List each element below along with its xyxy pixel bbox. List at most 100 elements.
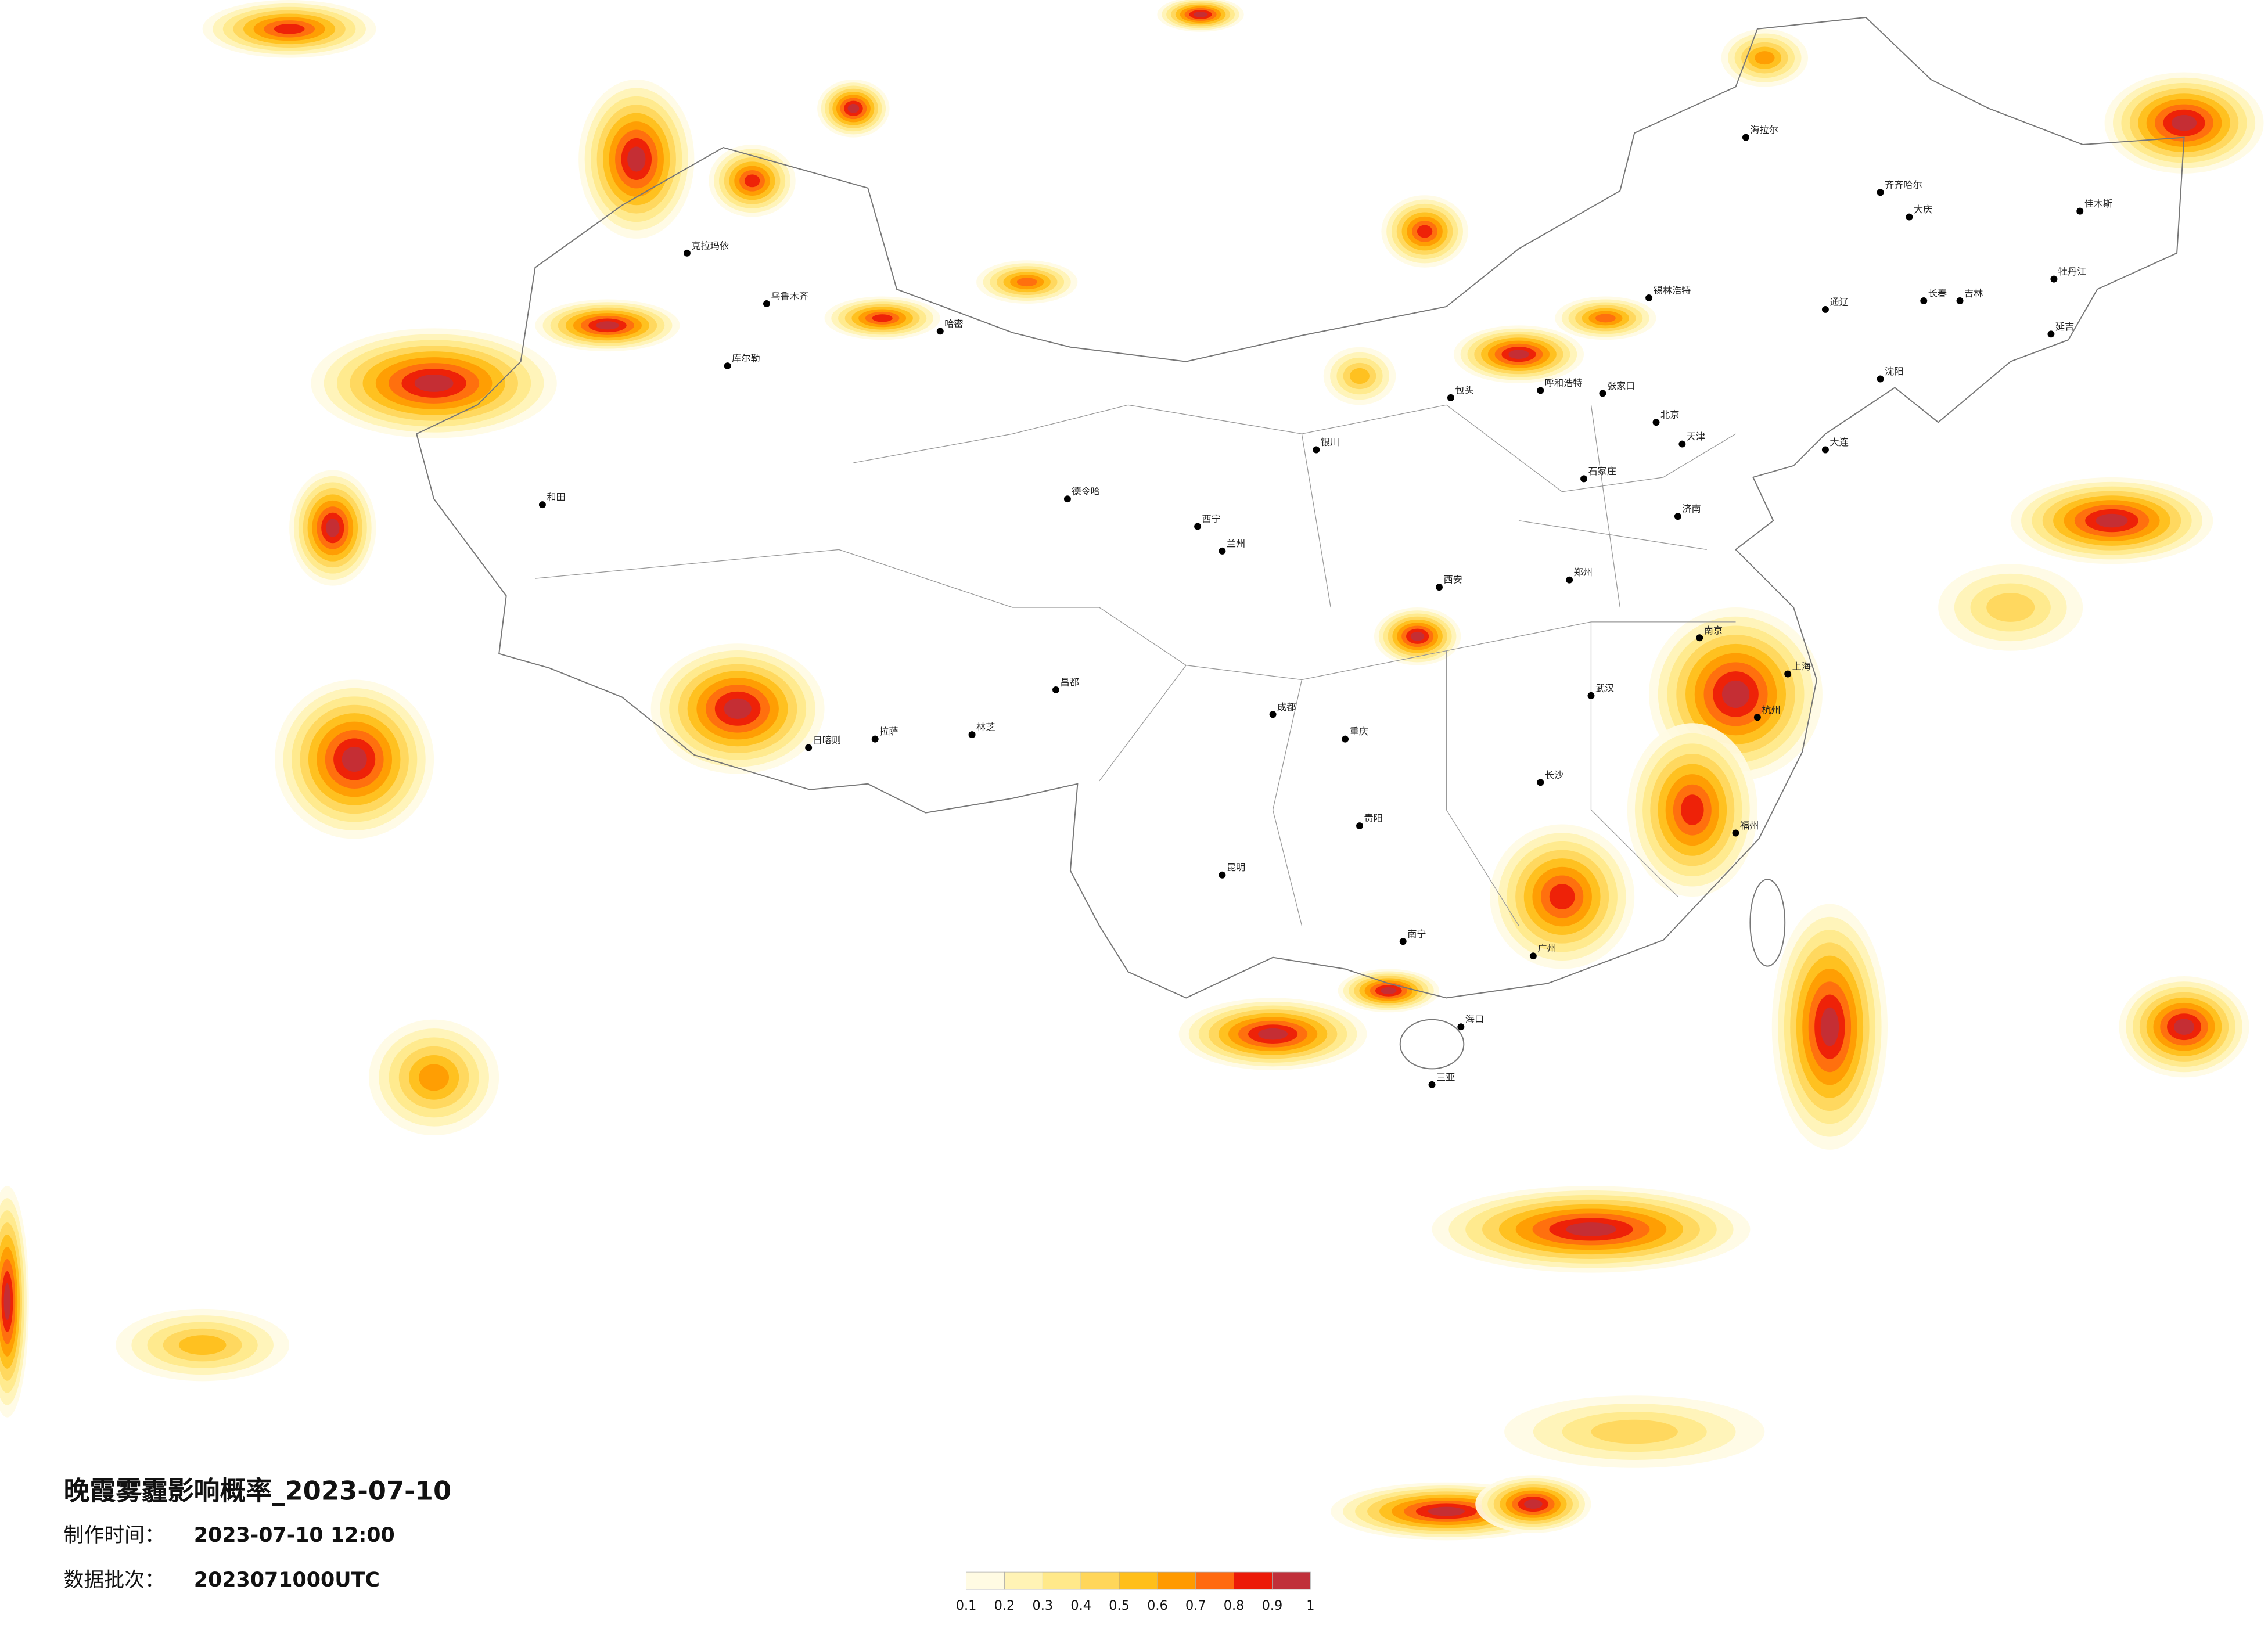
city-dot [1219,547,1226,555]
city-dot [1877,375,1884,383]
city-label: 银川 [1321,437,1339,448]
city-dot [1906,213,1913,221]
colorbar-tick-label: 0.9 [1262,1598,1283,1613]
probability-blob [724,698,752,720]
probability-blob [1755,51,1775,65]
colorbar-tick-label: 0.5 [1109,1598,1130,1613]
city-label: 德令哈 [1072,486,1100,497]
probability-blob [1591,1419,1678,1444]
probability-blob [1986,593,2035,622]
probability-blob [326,519,340,537]
city-label: 包头 [1455,384,1473,395]
colorbar-cell [1004,1571,1043,1590]
city-label: 延吉 [2055,321,2074,332]
colorbar-cell [966,1571,1005,1590]
colorbar: 0.1 0.2 0.3 0.4 0.5 0.6 0.7 0.8 0.9 1 [956,1571,1314,1613]
city-dot [1269,711,1277,718]
city-label: 拉萨 [879,726,898,737]
city-label: 成都 [1277,702,1296,713]
probability-blob [3,1283,11,1320]
probability-blob [1595,314,1616,323]
city-label: 石家庄 [1588,466,1616,477]
city-dot [1063,495,1071,503]
city-label: 海拉尔 [1750,124,1778,135]
made-value: 2023-07-10 12:00 [194,1524,395,1547]
city-label: 昆明 [1227,862,1245,873]
probability-blob [1549,884,1575,910]
city-label: 武汉 [1595,682,1614,693]
city-dot [1678,440,1686,448]
city-label: 大连 [1830,437,1848,448]
city-label: 吉林 [1964,288,1983,299]
city-dot [968,731,976,739]
city-label: 张家口 [1607,380,1636,391]
city-label: 福州 [1740,820,1759,831]
probability-blob [1194,12,1207,17]
city-dot [1436,584,1443,591]
probability-blob [1524,1499,1543,1509]
city-label: 日喀则 [813,735,842,746]
city-dot [1599,390,1606,397]
probability-blob [627,146,646,172]
colorbar-cell [1042,1571,1081,1590]
probability-blob [1566,1222,1616,1236]
colorbar-cell [1195,1571,1234,1590]
probability-blob [1381,987,1397,994]
colorbar-tick-label: 0.2 [994,1598,1015,1613]
city-label: 北京 [1660,409,1679,420]
city-label: 兰州 [1227,538,1245,549]
city-label: 海口 [1465,1014,1484,1025]
city-label: 广州 [1537,943,1556,954]
probability-blob [1350,368,1370,384]
city-dot [805,744,813,751]
city-label: 乌鲁木齐 [771,291,808,302]
probability-blob [1410,631,1425,641]
probability-blob [847,103,860,113]
city-label: 长春 [1928,288,1947,299]
city-dot [1052,686,1059,693]
city-label: 昌都 [1060,677,1079,688]
probability-blob [872,314,893,322]
city-label: 佳木斯 [2084,198,2113,209]
city-dot [2047,330,2055,338]
city-dot [2076,207,2084,215]
taiwan [1749,879,1786,967]
probability-blob [1258,1028,1288,1040]
probability-blob [414,375,454,392]
city-dot [1877,189,1884,196]
colorbar-cell [1119,1571,1158,1590]
city-dot [1399,938,1407,945]
city-label: 库尔勒 [732,353,760,364]
city-dot [1566,576,1573,584]
city-dot [1742,134,1749,141]
city-dot [763,300,770,307]
probability-field [0,0,2264,1541]
city-label: 沈阳 [1885,366,1903,377]
city-dot [1428,1081,1436,1088]
probability-blob [1721,680,1750,708]
city-dot [1645,294,1653,302]
title: 晚霞雾霾影响概率_2023-07-10 [64,1476,452,1506]
batch-label: 数据批次： [64,1569,165,1592]
city-dot [1342,735,1349,743]
batch-value: 2023071000UTC [194,1569,380,1592]
city-label: 三亚 [1436,1071,1455,1082]
city-dot [1313,446,1320,454]
province-lines [535,404,1736,926]
colorbar-tick-label: 0.7 [1185,1598,1206,1613]
city-dot [1956,297,1964,304]
probability-blob [1508,350,1529,359]
colorbar-cell [1080,1571,1120,1590]
city-label: 上海 [1792,661,1811,672]
city-label: 杭州 [1762,704,1780,715]
city-dot [1821,305,1829,313]
probability-blob [178,1335,227,1355]
probability-blob [1417,225,1433,238]
colorbar-cell [1272,1571,1311,1590]
city-label: 长沙 [1545,769,1563,780]
city-label: 南宁 [1407,929,1426,940]
city-label: 林芝 [976,722,995,733]
probability-blob [419,1064,449,1091]
